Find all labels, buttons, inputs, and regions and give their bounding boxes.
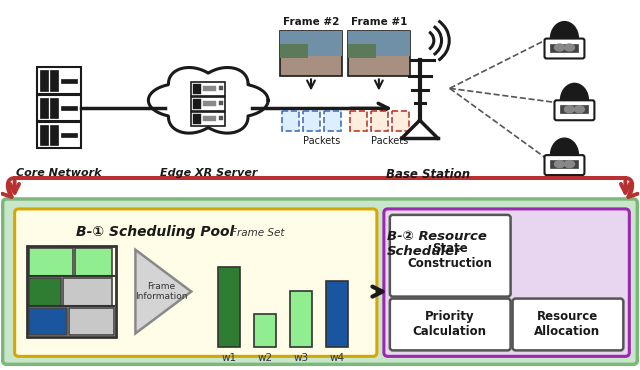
Bar <box>61 133 77 137</box>
Text: Frame
Information: Frame Information <box>135 282 188 301</box>
Text: w2: w2 <box>257 353 273 363</box>
Bar <box>27 246 116 337</box>
Bar <box>282 111 299 131</box>
Text: Priority
Calculation: Priority Calculation <box>413 310 486 339</box>
FancyBboxPatch shape <box>15 209 377 356</box>
Bar <box>220 116 223 120</box>
Text: Core Network: Core Network <box>16 168 101 178</box>
Bar <box>550 44 579 51</box>
FancyBboxPatch shape <box>3 199 637 364</box>
Bar <box>204 116 216 121</box>
Bar <box>280 31 342 77</box>
Bar <box>40 98 47 118</box>
FancyArrowPatch shape <box>625 178 638 197</box>
Bar <box>36 122 81 148</box>
Bar <box>204 101 216 106</box>
Polygon shape <box>136 250 191 333</box>
Text: Packets: Packets <box>303 136 340 146</box>
FancyArrowPatch shape <box>2 178 15 197</box>
Bar <box>280 44 308 58</box>
Bar <box>204 86 216 91</box>
Text: Frame Set: Frame Set <box>232 228 285 238</box>
FancyBboxPatch shape <box>384 209 629 356</box>
Bar <box>348 31 410 77</box>
Bar <box>29 307 67 336</box>
Bar <box>29 248 72 276</box>
FancyBboxPatch shape <box>390 215 511 297</box>
FancyBboxPatch shape <box>554 100 595 120</box>
FancyBboxPatch shape <box>545 38 584 58</box>
Ellipse shape <box>554 44 564 51</box>
Bar <box>280 31 342 56</box>
Bar <box>290 290 312 347</box>
Text: Base Station: Base Station <box>386 168 470 181</box>
Ellipse shape <box>561 83 588 117</box>
Bar <box>68 307 115 336</box>
Bar <box>49 125 58 145</box>
Bar <box>392 111 409 131</box>
Bar <box>49 98 58 118</box>
Ellipse shape <box>554 161 564 168</box>
Bar <box>303 111 320 131</box>
Polygon shape <box>148 67 268 133</box>
Bar <box>326 281 348 347</box>
Bar <box>40 125 47 145</box>
Ellipse shape <box>564 106 575 113</box>
FancyBboxPatch shape <box>513 299 623 350</box>
Bar <box>63 278 113 306</box>
Bar <box>40 70 47 91</box>
Bar <box>36 95 81 121</box>
Bar <box>74 248 113 276</box>
Bar <box>371 111 388 131</box>
Bar <box>191 83 225 96</box>
Ellipse shape <box>564 44 575 51</box>
Bar <box>29 278 61 306</box>
Bar <box>220 86 223 90</box>
Bar <box>49 70 58 91</box>
Text: Frame #2: Frame #2 <box>283 17 339 27</box>
Bar <box>191 112 225 126</box>
Bar <box>348 44 376 58</box>
Ellipse shape <box>550 138 579 172</box>
Text: B-② Resource
Scheduler: B-② Resource Scheduler <box>387 230 486 258</box>
Bar <box>220 101 223 105</box>
Bar <box>254 314 276 347</box>
Text: w1: w1 <box>221 353 237 363</box>
Bar <box>550 160 579 168</box>
Text: State
Construction: State Construction <box>407 242 492 270</box>
FancyBboxPatch shape <box>390 299 511 350</box>
Text: w3: w3 <box>294 353 308 363</box>
Ellipse shape <box>575 106 584 113</box>
Text: B-① Scheduling Pool: B-① Scheduling Pool <box>76 225 234 239</box>
Bar <box>193 84 201 94</box>
Bar <box>561 105 588 113</box>
Text: Packets: Packets <box>371 136 408 146</box>
Bar <box>348 31 410 56</box>
FancyBboxPatch shape <box>545 155 584 175</box>
Bar <box>193 99 201 109</box>
Bar <box>36 67 81 94</box>
Bar <box>324 111 341 131</box>
Text: Edge XR Server: Edge XR Server <box>159 168 257 178</box>
Bar <box>61 78 77 83</box>
Bar <box>218 267 240 347</box>
Text: Frame #1: Frame #1 <box>351 17 407 27</box>
Bar <box>191 97 225 111</box>
Text: w4: w4 <box>330 353 344 363</box>
Ellipse shape <box>550 21 579 56</box>
Bar <box>61 106 77 110</box>
Bar <box>350 111 367 131</box>
Bar <box>193 114 201 124</box>
Ellipse shape <box>564 161 575 168</box>
Text: Resource
Allocation: Resource Allocation <box>534 310 600 339</box>
